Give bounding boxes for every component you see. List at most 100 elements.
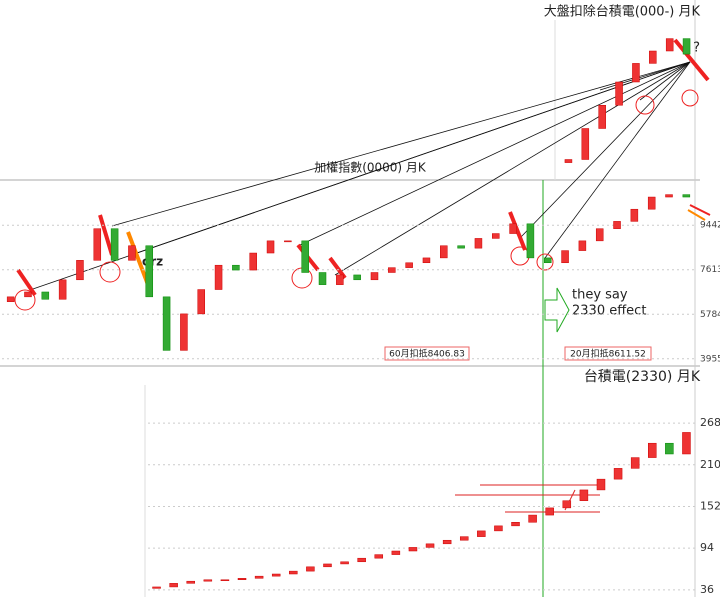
annotation: 20月扣抵8611.52 — [570, 348, 646, 360]
candle — [561, 250, 569, 264]
y-tick-label: 3955 — [700, 354, 720, 364]
level-lines — [455, 484, 600, 513]
candle — [388, 267, 396, 273]
y-tick-label: 94 — [700, 541, 714, 554]
candle — [203, 579, 213, 582]
annotation: 2330 effect — [572, 304, 646, 319]
candle — [408, 547, 418, 552]
candle — [152, 586, 161, 589]
candle — [220, 579, 230, 582]
candle — [405, 262, 413, 268]
candle — [197, 289, 205, 315]
y-tick-label: 36 — [700, 583, 714, 596]
candle — [266, 240, 275, 254]
candle — [301, 240, 309, 273]
candle — [562, 500, 572, 509]
annotation: 60月扣抵8406.83 — [389, 348, 465, 360]
candle — [370, 272, 379, 281]
candle — [422, 257, 431, 264]
candle — [511, 522, 520, 527]
label-box — [564, 346, 652, 361]
y-tick-label: 5784 — [700, 310, 720, 320]
panel-title: 台積電(2330) 月K — [584, 369, 701, 385]
candle — [162, 296, 171, 351]
candle — [579, 489, 589, 501]
candle — [543, 257, 552, 264]
y-tick-label: 152 — [700, 499, 720, 512]
candle — [632, 63, 640, 83]
y-tick-label: 7613 — [700, 265, 720, 275]
candle — [648, 442, 657, 458]
candle — [340, 561, 349, 565]
candle — [649, 50, 657, 64]
candle — [613, 468, 623, 480]
candle — [180, 313, 188, 351]
candle — [442, 539, 452, 545]
candle — [323, 563, 332, 568]
candle — [595, 228, 604, 242]
candle — [596, 478, 606, 491]
candle — [457, 245, 465, 249]
candle — [357, 557, 366, 563]
candle — [509, 223, 517, 234]
candle — [474, 238, 483, 249]
candle — [232, 264, 240, 271]
candle — [93, 228, 102, 261]
candle — [110, 228, 119, 261]
label-box — [384, 346, 470, 361]
candle — [41, 291, 50, 300]
candle — [271, 573, 281, 577]
candle — [237, 578, 247, 581]
candle — [682, 432, 691, 455]
candle — [682, 194, 691, 198]
candle — [578, 240, 587, 251]
candle — [318, 272, 327, 285]
y-tick-label: 268 — [700, 416, 720, 429]
candle — [494, 525, 503, 532]
candle — [186, 580, 195, 584]
annotation: ? — [693, 41, 700, 56]
candle — [214, 264, 223, 290]
annotation: they say — [572, 288, 628, 303]
candle — [647, 196, 656, 210]
candle — [249, 252, 257, 271]
panel-title: 加權指數(0000) 月K — [314, 160, 427, 175]
candle — [665, 194, 673, 198]
candle — [526, 223, 535, 259]
candle — [528, 514, 537, 523]
candle — [76, 260, 84, 281]
candle — [391, 550, 401, 555]
candle — [440, 245, 448, 259]
candle — [284, 240, 292, 243]
arrow-shape — [544, 287, 570, 333]
candle — [613, 221, 621, 229]
candle — [615, 81, 623, 106]
candle — [598, 105, 606, 129]
candle — [289, 570, 298, 575]
candle — [581, 128, 590, 160]
candle — [425, 543, 435, 548]
y-tick-label: 210 — [700, 458, 720, 471]
candle — [665, 38, 674, 52]
arrows — [29, 61, 691, 291]
candle — [254, 575, 264, 579]
candle — [564, 159, 573, 163]
candle — [169, 583, 178, 588]
y-tick-label: 9442 — [700, 221, 720, 231]
candle — [306, 566, 315, 572]
candle — [24, 291, 32, 298]
candle — [336, 274, 344, 285]
candle — [682, 38, 691, 55]
candle — [492, 233, 500, 239]
candle — [145, 245, 154, 298]
candle — [477, 530, 486, 537]
candle — [545, 507, 554, 516]
candle — [6, 296, 15, 302]
candle — [630, 457, 640, 469]
panel-title: 大盤扣除台積電(000-) 月K — [544, 5, 701, 20]
candle — [58, 279, 67, 300]
candle — [128, 245, 136, 261]
candle — [459, 536, 469, 541]
candle — [353, 274, 361, 281]
